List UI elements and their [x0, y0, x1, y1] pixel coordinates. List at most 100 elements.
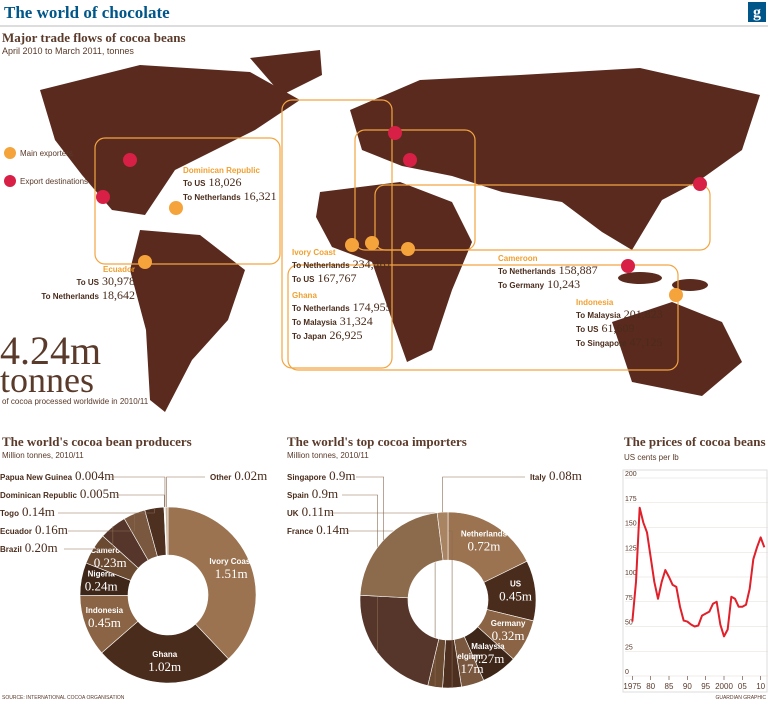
map-title: Major trade flows of cocoa beans [2, 30, 186, 45]
legend-label: Export destinations [20, 177, 88, 186]
y-tick-label: 175 [625, 496, 637, 503]
australia [612, 302, 742, 396]
route: To Netherlands 158,887 [498, 263, 598, 277]
route-amount: 61,609 [602, 321, 635, 335]
x-tick-label: 2000 [715, 682, 733, 691]
route-amount: 234,461 [353, 257, 392, 271]
slice-category: Dominican Republic [0, 491, 77, 500]
route: To Malaysia 201,823 [576, 307, 663, 321]
route-amount: 16,321 [244, 189, 277, 203]
route-destination: To Netherlands [498, 267, 556, 276]
route-destination: To Japan [292, 332, 327, 341]
route-amount: 31,324 [340, 314, 373, 328]
greenland [250, 50, 322, 95]
slice-category: Ghana [152, 650, 177, 659]
map-subtitle: April 2010 to March 2011, tonnes [2, 46, 134, 56]
destination-dot [621, 259, 635, 273]
y-tick-label: 150 [625, 521, 637, 528]
exporter-name: Ecuador [103, 265, 135, 274]
route-amount: 18,026 [209, 175, 242, 189]
route-amount: 158,887 [559, 263, 598, 277]
north-america [40, 65, 300, 215]
donut-slice [101, 620, 229, 684]
slice-category: Papua New Guinea [0, 473, 73, 482]
exporter-dot [401, 242, 415, 256]
x-tick-label: 10 [756, 682, 765, 691]
leader-line [342, 494, 378, 653]
slice-value: 0.14m [316, 522, 349, 537]
slice-label: France 0.14m [287, 522, 349, 537]
y-tick-label: 0 [625, 669, 629, 676]
islands [672, 279, 708, 291]
x-tick-label: 95 [701, 682, 710, 691]
route-destination: To US [183, 179, 206, 188]
destination-dot [693, 177, 707, 191]
chart-subtitle: Million tonnes, 2010/11 [287, 451, 369, 460]
slice-category: Malaysia [471, 642, 505, 651]
exporter-dot [345, 238, 359, 252]
logo: g [753, 4, 761, 21]
slice-value: 0.9m [312, 486, 338, 501]
slice-category: Togo [0, 509, 19, 518]
exporter-dot [169, 201, 183, 215]
leader-line [166, 476, 205, 508]
price-line [631, 506, 766, 638]
slice-label: Brazil 0.20m [0, 540, 58, 555]
flow-line [287, 264, 679, 371]
slice-value: 0.23m [94, 555, 127, 570]
y-tick-label: 200 [625, 471, 637, 478]
route-amount: 30,978 [102, 274, 135, 288]
slice-category: Brazil [0, 545, 22, 554]
exporter-name: Ivory Coast [292, 248, 336, 257]
y-tick-label: 75 [625, 595, 633, 602]
leader-line [442, 476, 525, 513]
legend-label: Main exporters [20, 149, 73, 158]
slice-label: UK 0.11m [287, 504, 334, 519]
route-amount: 10,243 [547, 277, 580, 291]
total-value: 4.24m [0, 328, 101, 373]
chart-subtitle: US cents per lb [624, 453, 679, 462]
leader-line [356, 476, 384, 540]
exporter-dot [138, 255, 152, 269]
exporter-dot [669, 288, 683, 302]
slice-value: 0.16m [35, 522, 68, 537]
route: To Netherlands 18,642 [41, 288, 135, 302]
slice-value: 0.45m [88, 615, 121, 630]
slice-label: Dominican Republic 0.005m [0, 486, 119, 501]
credit: GUARDIAN GRAPHIC [715, 695, 766, 701]
route: To US 167,767 [292, 271, 357, 285]
route-destination: To Malaysia [292, 318, 337, 327]
slice-label: Togo 0.14m [0, 504, 55, 519]
destination-dot [123, 153, 137, 167]
chart-title: The world's cocoa bean producers [2, 434, 192, 449]
slice-value: 0.14m [22, 504, 55, 519]
slice-category: UK [287, 509, 299, 518]
slice-value: 0.02m [234, 468, 267, 483]
route-amount: 18,642 [102, 288, 135, 302]
slice-value: 0.45m [499, 589, 532, 604]
plot-frame [622, 469, 768, 693]
route-destination: To US [576, 325, 599, 334]
slice-label: Other 0.02m [210, 468, 267, 483]
leader-line [64, 526, 114, 550]
eurasia [350, 68, 760, 250]
exporter-dot [365, 236, 379, 250]
markers [4, 126, 707, 302]
slice-value: 0.005m [80, 486, 119, 501]
slice-value: 1.02m [148, 659, 181, 674]
flow-line [281, 99, 393, 369]
route-amount: 26,925 [330, 328, 363, 342]
slice-category: Nigeria [88, 570, 116, 579]
slice-value: 0.20m [25, 540, 58, 555]
continents [40, 50, 760, 412]
donut-slice [359, 512, 444, 599]
route-destination: To Malaysia [576, 311, 621, 320]
y-tick-label: 125 [625, 545, 637, 552]
route-destination: To Singapore [576, 339, 627, 348]
donut-slice [436, 511, 449, 561]
chart-subtitle: Million tonnes, 2010/11 [2, 451, 84, 460]
donut-slice [167, 506, 257, 660]
legend-swatch [4, 175, 16, 187]
legend-swatch [4, 147, 16, 159]
